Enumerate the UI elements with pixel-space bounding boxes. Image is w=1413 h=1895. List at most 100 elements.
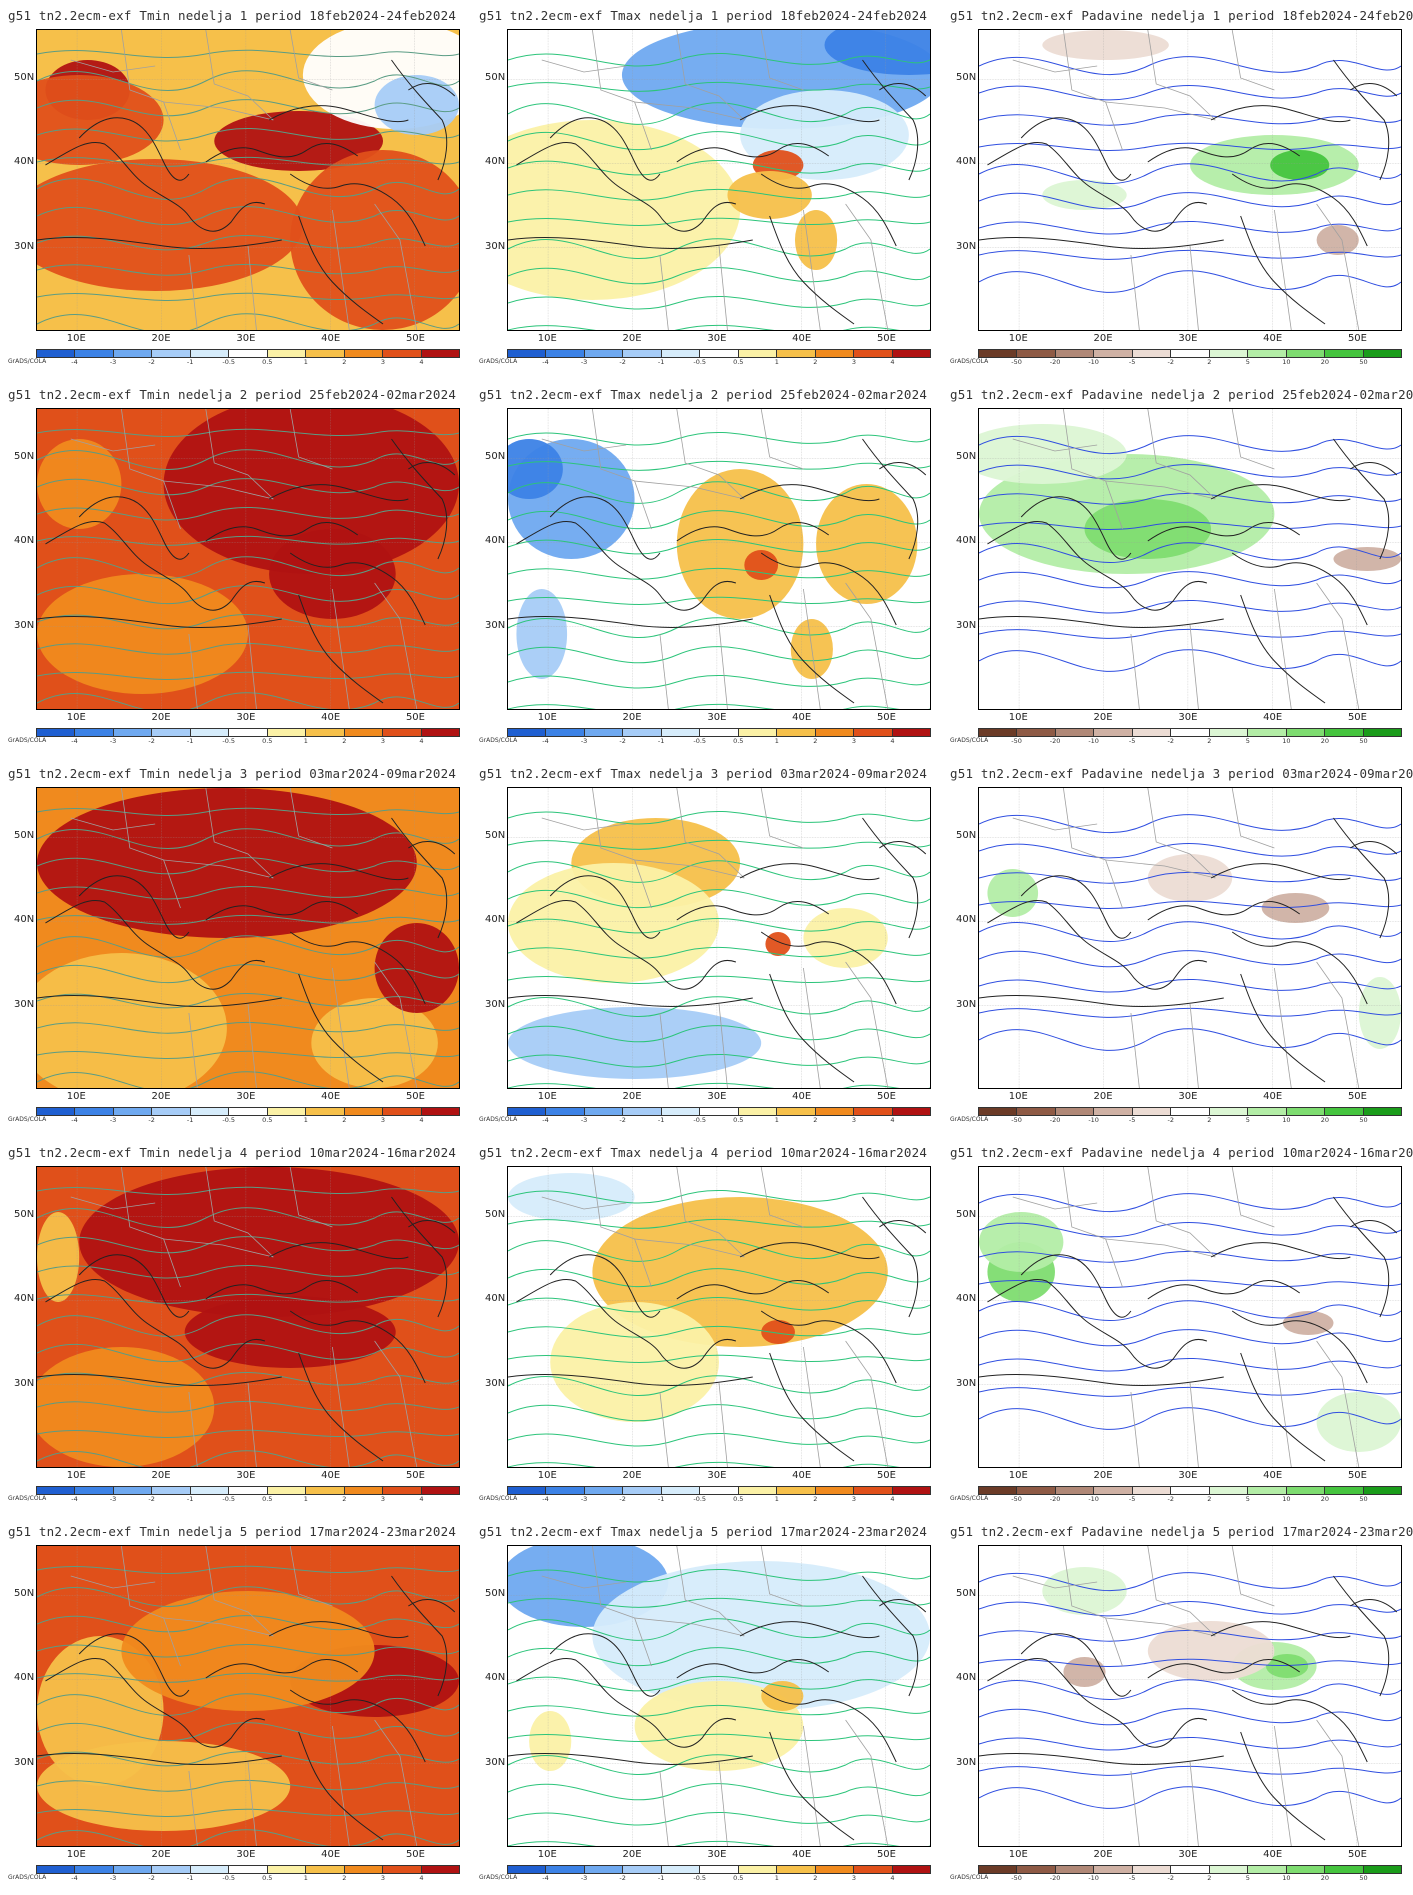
- longitude-label: 10E: [1008, 1470, 1028, 1481]
- contour-line: [979, 164, 1401, 184]
- colorbar-swatch: [306, 350, 345, 357]
- map-panel-tmax-5: g51 tn2.2ecm-exf Tmax nedelja 5 period 1…: [471, 1516, 942, 1895]
- colorbar-tick-label: 0.5: [262, 1116, 273, 1124]
- longitude-label: 40E: [792, 1091, 812, 1102]
- colorbar-tick-label: -3: [109, 1116, 117, 1124]
- grads-credit: GrADS/COLA: [479, 737, 518, 744]
- contour-line: [37, 236, 459, 250]
- colorbar: [978, 1486, 1402, 1495]
- colorbar-tick-label: -1: [657, 737, 665, 745]
- contour-line: [508, 1376, 930, 1396]
- colorbar-tick-label: 1: [303, 358, 308, 366]
- coastline: [1211, 864, 1350, 880]
- coastline: [290, 1311, 425, 1383]
- colorbar-tick-label: 2: [813, 737, 818, 745]
- country-border: [71, 1576, 155, 1588]
- colorbar-swatch: [37, 350, 76, 357]
- anomaly-region: [374, 923, 459, 1013]
- colorbar-tick-label: 3: [851, 358, 856, 366]
- anomaly-region: [1316, 225, 1359, 255]
- latitude-label: 30N: [956, 1377, 977, 1389]
- contour-line: [508, 82, 930, 91]
- contour-line: [508, 325, 930, 330]
- coastline: [79, 118, 189, 180]
- coastline: [979, 996, 1224, 1007]
- country-border: [1190, 1004, 1198, 1088]
- longitude-label: 50E: [1347, 1849, 1367, 1860]
- coastline: [45, 900, 264, 989]
- colorbar-swatch: [1363, 729, 1401, 736]
- country-border: [290, 788, 332, 848]
- country-border: [248, 625, 256, 709]
- colorbar-swatch: [700, 1108, 739, 1115]
- colorbar-swatch: [854, 1487, 893, 1494]
- anomaly-region: [803, 908, 888, 968]
- contour-line: [37, 1673, 459, 1682]
- contour-line: [979, 271, 1401, 293]
- colorbar-tick-label: -2: [148, 1116, 155, 1124]
- country-border: [1148, 1546, 1216, 1636]
- country-border: [1190, 1762, 1198, 1846]
- latitude-label: 30N: [14, 1756, 35, 1768]
- contour-line: [979, 1573, 1401, 1591]
- map-area: [978, 787, 1402, 1089]
- colorbar-swatch: [508, 1866, 547, 1873]
- colorbar-swatch: [508, 729, 547, 736]
- latitude-label: 40N: [14, 914, 35, 926]
- contour-line: [508, 1190, 930, 1203]
- contour-line: [508, 1648, 930, 1666]
- map-area: [507, 787, 931, 1089]
- contour-line: [979, 1330, 1401, 1346]
- latitude-label: 30N: [14, 619, 35, 631]
- country-border: [375, 204, 417, 330]
- coastline: [987, 142, 1206, 231]
- latitude-label: 40N: [485, 535, 506, 547]
- colorbar-tick-label: -2: [148, 1874, 155, 1882]
- contour-line: [979, 629, 1401, 638]
- anomaly-region: [516, 589, 568, 679]
- grads-credit: GrADS/COLA: [8, 737, 47, 744]
- country-border: [846, 962, 888, 1088]
- colorbar-swatch: [190, 1487, 230, 1494]
- contour-line: [508, 1598, 930, 1607]
- colorbar-swatch: [1325, 1487, 1364, 1494]
- country-border: [677, 788, 745, 878]
- country-border: [1013, 60, 1097, 72]
- coastline: [1350, 1599, 1396, 1612]
- colorbar-swatch: [777, 1108, 816, 1115]
- country-border: [1317, 1341, 1359, 1467]
- colorbar-tick-label: 5: [1245, 737, 1250, 745]
- colorbar-tick-label: -2: [1167, 1116, 1174, 1124]
- contour-line: [979, 543, 1401, 563]
- contour-line: [37, 829, 459, 849]
- map-svg: [37, 1167, 459, 1467]
- anomaly-region: [1270, 150, 1330, 180]
- latitude-label: 50N: [956, 829, 977, 841]
- colorbar-swatch: [1171, 729, 1210, 736]
- country-border: [1131, 1013, 1139, 1088]
- country-border: [164, 860, 274, 878]
- contour-line: [37, 1237, 459, 1253]
- country-border: [1106, 481, 1216, 499]
- contour-line: [37, 693, 459, 709]
- colorbar-tick-label: 10: [1282, 1116, 1291, 1124]
- anomaly-region: [269, 529, 396, 619]
- coastline: [761, 553, 896, 625]
- colorbar-tick-label: 4: [890, 1495, 895, 1503]
- colorbar-tick-label: 3: [380, 737, 385, 745]
- colorbar-swatch: [37, 729, 76, 736]
- map-area: [36, 29, 460, 331]
- country-border: [635, 102, 745, 120]
- colorbar-tick-label: -2: [619, 1116, 626, 1124]
- colorbar-swatch: [584, 1487, 624, 1494]
- colorbar-swatch: [344, 1866, 384, 1873]
- country-border: [1063, 1167, 1122, 1287]
- longitude-label: 10E: [1008, 1849, 1028, 1860]
- coastline: [1241, 595, 1325, 703]
- panel-title: g51 tn2.2ecm-exf Tmax nedelja 4 period 1…: [479, 1145, 928, 1160]
- longitude-label: 40E: [321, 1091, 341, 1102]
- coastline: [770, 1353, 854, 1461]
- colorbar-tick-label: -4: [542, 1874, 549, 1882]
- contour-line: [37, 1566, 459, 1573]
- contour-line: [508, 218, 930, 225]
